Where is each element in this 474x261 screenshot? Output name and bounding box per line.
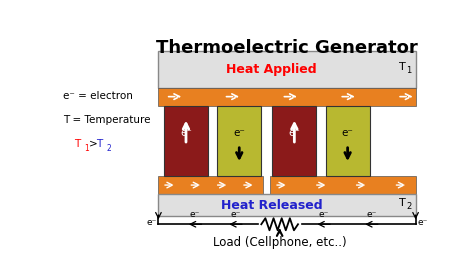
Text: 1: 1 [406,66,411,75]
Bar [158,88,416,106]
Text: Thermoelectric Generator: Thermoelectric Generator [156,39,418,57]
Bar [158,176,263,194]
Text: 1: 1 [84,144,89,153]
Bar [164,106,208,176]
Text: e⁻: e⁻ [418,218,428,227]
Bar [271,176,416,194]
Text: T: T [399,62,406,73]
Text: Heat Released: Heat Released [221,199,322,212]
Text: 2: 2 [406,202,411,211]
Text: e⁻: e⁻ [146,218,156,227]
Bar [217,106,261,176]
Bar [158,51,416,88]
Text: e⁻: e⁻ [233,128,245,138]
Text: T: T [96,139,102,149]
Text: Load (Cellphone, etc..): Load (Cellphone, etc..) [213,236,346,249]
Bar [158,194,416,216]
Text: Heat Applied: Heat Applied [226,63,317,76]
Text: T: T [74,139,80,149]
Text: 2: 2 [106,144,111,153]
Text: e⁻: e⁻ [366,210,377,219]
Bar [326,106,370,176]
Bar [272,106,316,176]
Text: e⁻: e⁻ [319,210,329,219]
Text: e⁻: e⁻ [190,210,201,219]
Text: e⁻: e⁻ [180,128,192,138]
Text: T = Temperature: T = Temperature [63,115,150,125]
Text: T: T [399,198,406,208]
Text: e⁻: e⁻ [288,128,301,138]
Text: e⁻: e⁻ [230,210,241,219]
Text: e⁻: e⁻ [342,128,354,138]
Text: e⁻ = electron: e⁻ = electron [63,91,133,101]
Text: >: > [90,139,98,149]
